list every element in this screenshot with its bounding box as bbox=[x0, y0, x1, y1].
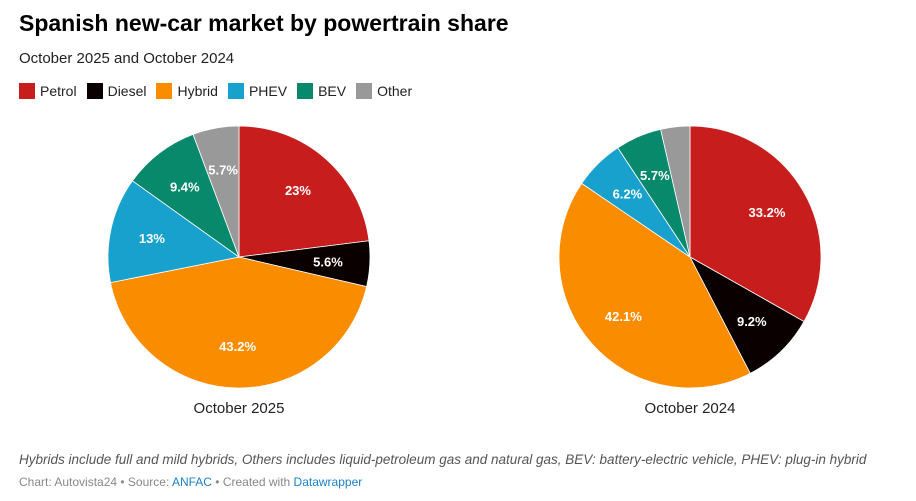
pie-slice-other bbox=[660, 125, 691, 258]
slice-label: 9.2% bbox=[737, 314, 767, 329]
slice-label: 43.2% bbox=[219, 339, 256, 354]
pie-caption-2024: October 2024 bbox=[644, 400, 736, 417]
legend-swatch bbox=[227, 83, 244, 99]
pie-caption-2025: October 2025 bbox=[193, 400, 285, 417]
legend-swatch bbox=[19, 83, 35, 99]
chart-note: Hybrids include full and mild hybrids, O… bbox=[19, 452, 867, 467]
pie-charts: 23% 5.6% 43.2% 13% 9.4% 5.7% 33.2% 9.2% 42.1% 6.2… bbox=[107, 125, 822, 389]
legend-swatch bbox=[297, 83, 314, 99]
pie-slice-hybrid bbox=[558, 182, 751, 389]
legend-swatch bbox=[86, 83, 103, 99]
legend-label: PHEV bbox=[248, 83, 288, 99]
pie-slice-petrol bbox=[689, 125, 822, 323]
pie-slice-other bbox=[192, 125, 240, 258]
slice-label: 5.6% bbox=[313, 255, 343, 270]
pie-slice-phev bbox=[107, 180, 240, 284]
legend-label: Petrol bbox=[40, 83, 77, 99]
credit-text: Chart: Autovista24 • Source: bbox=[19, 475, 172, 489]
chart-credit: Chart: Autovista24 • Source: ANFAC • Cre… bbox=[19, 475, 362, 489]
slice-label: 5.7% bbox=[208, 162, 238, 177]
source-link[interactable]: ANFAC bbox=[171, 475, 212, 489]
legend-item-hybrid: Hybrid bbox=[156, 83, 218, 99]
chart-subtitle: October 2025 and October 2024 bbox=[19, 50, 235, 67]
legend-item-diesel: Diesel bbox=[86, 83, 147, 99]
slice-label: 6.2% bbox=[613, 187, 643, 202]
slice-label: 9.4% bbox=[170, 179, 200, 194]
legend-label: BEV bbox=[318, 83, 347, 99]
legend-item-phev: PHEV bbox=[227, 83, 288, 99]
legend-label: Hybrid bbox=[177, 83, 218, 99]
pie-slice-petrol bbox=[238, 125, 370, 258]
created-text: • Created with bbox=[211, 475, 294, 489]
legend: Petrol Diesel Hybrid PHEV BEV Other bbox=[19, 83, 412, 99]
slice-label: 23% bbox=[285, 183, 311, 198]
legend-swatch bbox=[356, 83, 373, 99]
legend-label: Other bbox=[377, 83, 413, 99]
pie-slice-bev bbox=[131, 133, 240, 259]
slice-label: 13% bbox=[139, 231, 165, 246]
slice-label: 33.2% bbox=[749, 205, 786, 220]
datawrapper-link[interactable]: Datawrapper bbox=[293, 475, 363, 489]
legend-label: Diesel bbox=[107, 83, 147, 99]
legend-item-other: Other bbox=[356, 83, 412, 99]
legend-item-petrol: Petrol bbox=[19, 83, 77, 99]
slice-label: 42.1% bbox=[605, 309, 642, 324]
chart-title: Spanish new-car market by powertrain sha… bbox=[19, 10, 509, 36]
slice-label: 5.7% bbox=[640, 168, 670, 183]
legend-swatch bbox=[156, 83, 173, 99]
legend-item-bev: BEV bbox=[297, 83, 346, 99]
pie-slice-hybrid bbox=[110, 256, 368, 389]
